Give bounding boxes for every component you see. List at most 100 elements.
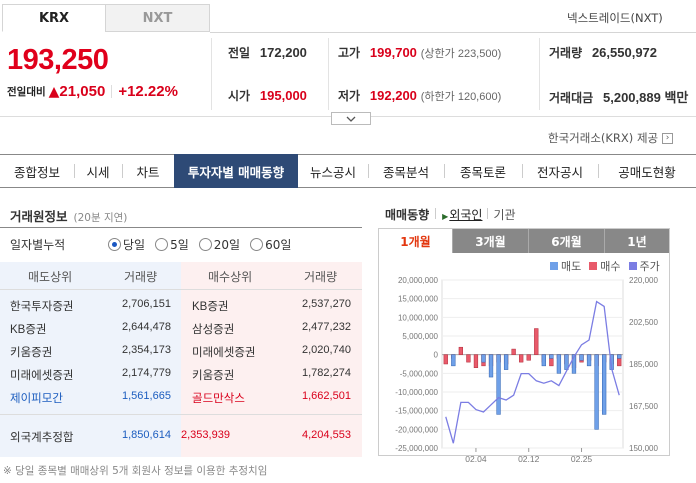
trend-header: 매매동향 ▶ 외국인 기관 <box>385 206 516 223</box>
y-tick-label: -5,000,000 <box>400 369 439 378</box>
divider <box>539 38 540 110</box>
prev-close: 전일 172,200 <box>228 45 307 60</box>
period-label: 일자별누적 <box>10 238 66 252</box>
bar-buy <box>526 354 531 361</box>
trade-amount: 거래대금 5,200,889 백만 <box>549 90 689 105</box>
high-price: 고가 199,700 (상한가 223,500) <box>338 45 502 60</box>
y2-tick-label: 150,000 <box>629 444 658 453</box>
change-percent: +12.22% <box>118 83 178 100</box>
tab-short-selling[interactable]: 공매도현황 <box>618 164 676 180</box>
bar-buy <box>458 346 463 355</box>
legend-sell-swatch <box>550 262 558 270</box>
radio-20day[interactable] <box>198 238 212 251</box>
bar-sell <box>586 354 592 367</box>
legend-buy-swatch <box>589 262 598 270</box>
bar-buy <box>511 348 516 355</box>
change-value: 21,050 <box>59 83 106 100</box>
bar-sell <box>488 354 494 378</box>
divider <box>0 227 362 228</box>
y-tick-label: 20,000,000 <box>398 276 439 285</box>
tab-chart[interactable]: 차트 <box>136 164 160 180</box>
current-price: 193,250 <box>7 44 109 76</box>
bar-sell <box>451 354 456 367</box>
price-line <box>445 300 620 444</box>
nextrade-link[interactable]: 넥스트레이드(NXT) <box>567 11 663 25</box>
broker-header: 거래원정보 (20분 지연) <box>10 206 127 225</box>
plot-area <box>441 279 624 449</box>
bar-buy <box>443 354 448 365</box>
bar-sell <box>481 354 486 363</box>
tab-news[interactable]: 뉴스공시 <box>309 164 356 180</box>
y-tick-label: -10,000,000 <box>395 388 438 397</box>
external-link-icon[interactable]: › <box>662 132 674 144</box>
bar-sell <box>571 354 577 374</box>
bar-buy <box>519 354 524 363</box>
y-tick-label: -15,000,000 <box>395 407 438 416</box>
broker-title: 거래원정보 <box>10 209 68 224</box>
bar-sell <box>579 354 584 361</box>
y-tick-label: 10,000,000 <box>398 313 439 322</box>
chevron-down-icon <box>346 116 356 122</box>
x-tick-label: 02.12 <box>518 454 540 464</box>
y-tick-label: 15,000,000 <box>398 295 439 304</box>
bar-sell <box>541 354 546 367</box>
tab-quotes[interactable]: 시세 <box>86 164 110 180</box>
data-source: 한국거래소(KRX) 제공 › <box>548 130 674 146</box>
y-tick-label: -25,000,000 <box>395 444 438 453</box>
y2-tick-label: 185,000 <box>629 360 658 369</box>
bar-buy <box>534 328 539 355</box>
bar-sell <box>602 354 607 415</box>
legend-price-swatch <box>628 262 637 270</box>
delay-note: (20분 지연) <box>73 212 128 224</box>
investor-institution[interactable]: 기관 <box>493 208 516 222</box>
tab-krx[interactable]: KRX <box>2 4 106 32</box>
price-change: 전일대비 ▲ 21,050 +12.22% <box>7 83 178 100</box>
tab-discussion[interactable]: 종목토론 <box>459 164 506 180</box>
x-tick-label: 02.04 <box>465 454 487 464</box>
period-tab-6m[interactable]: 6개월 <box>528 229 604 253</box>
main-nav: 종합정보 시세 차트 투자자별 매매동향 뉴스공시 종목분석 종목토론 전자공시… <box>0 154 696 188</box>
bar-sell <box>594 354 599 430</box>
trend-chart-box <box>378 228 670 456</box>
divider <box>328 38 329 110</box>
period-tab-1m[interactable]: 1개월 <box>379 229 452 253</box>
chart-legend: 매도 매수 주가 <box>550 258 660 274</box>
open-price: 시가 195,000 <box>228 88 307 103</box>
y2-tick-label: 167,500 <box>629 402 658 411</box>
low-price: 저가 192,200 (하한가 120,600) <box>338 88 502 103</box>
bar-sell <box>564 354 569 370</box>
bar-sell <box>503 354 509 370</box>
period-tab-1y[interactable]: 1년 <box>604 229 669 253</box>
change-label: 전일대비 <box>7 86 46 98</box>
up-arrow-icon: ▲ <box>48 83 60 100</box>
trend-title: 매매동향 <box>385 208 430 222</box>
radio-today[interactable] <box>108 238 121 251</box>
tab-overview[interactable]: 종합정보 <box>13 164 60 180</box>
y-tick-label: 0 <box>434 351 439 360</box>
y2-tick-label: 202,500 <box>629 318 658 327</box>
volume: 거래량 26,550,972 <box>549 45 658 60</box>
period-tab-3m[interactable]: 3개월 <box>452 229 528 253</box>
bar-buy <box>466 354 471 363</box>
tab-disclosure[interactable]: 전자공시 <box>536 164 583 180</box>
bar-sell <box>556 354 562 374</box>
triangle-icon: ▶ <box>442 212 449 221</box>
investor-foreign[interactable]: 외국인 <box>449 208 483 222</box>
trend-chart: 20,000,000 15,000,000 10,000,000 5,000,000 0… <box>395 276 658 464</box>
y2-tick-label: 220,000 <box>629 276 658 285</box>
bar-sell <box>496 354 501 415</box>
estimate-note: ※ 당일 종목별 매매상위 5개 회원사 정보를 이용한 추정치임 <box>3 465 268 477</box>
tab-analysis[interactable]: 종목분석 <box>382 164 429 180</box>
divider <box>211 38 212 110</box>
bar-sell <box>617 354 622 359</box>
radio-60day[interactable] <box>250 238 264 251</box>
tab-underline <box>210 32 696 33</box>
x-tick-label: 02.25 <box>571 454 593 464</box>
y-tick-label: -20,000,000 <box>395 425 438 434</box>
sell-panel <box>0 262 181 457</box>
expand-toggle-button[interactable] <box>331 112 371 125</box>
radio-5day[interactable] <box>155 238 169 251</box>
bar-buy <box>473 354 479 368</box>
tab-investor-trend[interactable]: 투자자별 매매동향 <box>174 154 298 188</box>
tab-nxt[interactable]: NXT <box>105 4 210 32</box>
